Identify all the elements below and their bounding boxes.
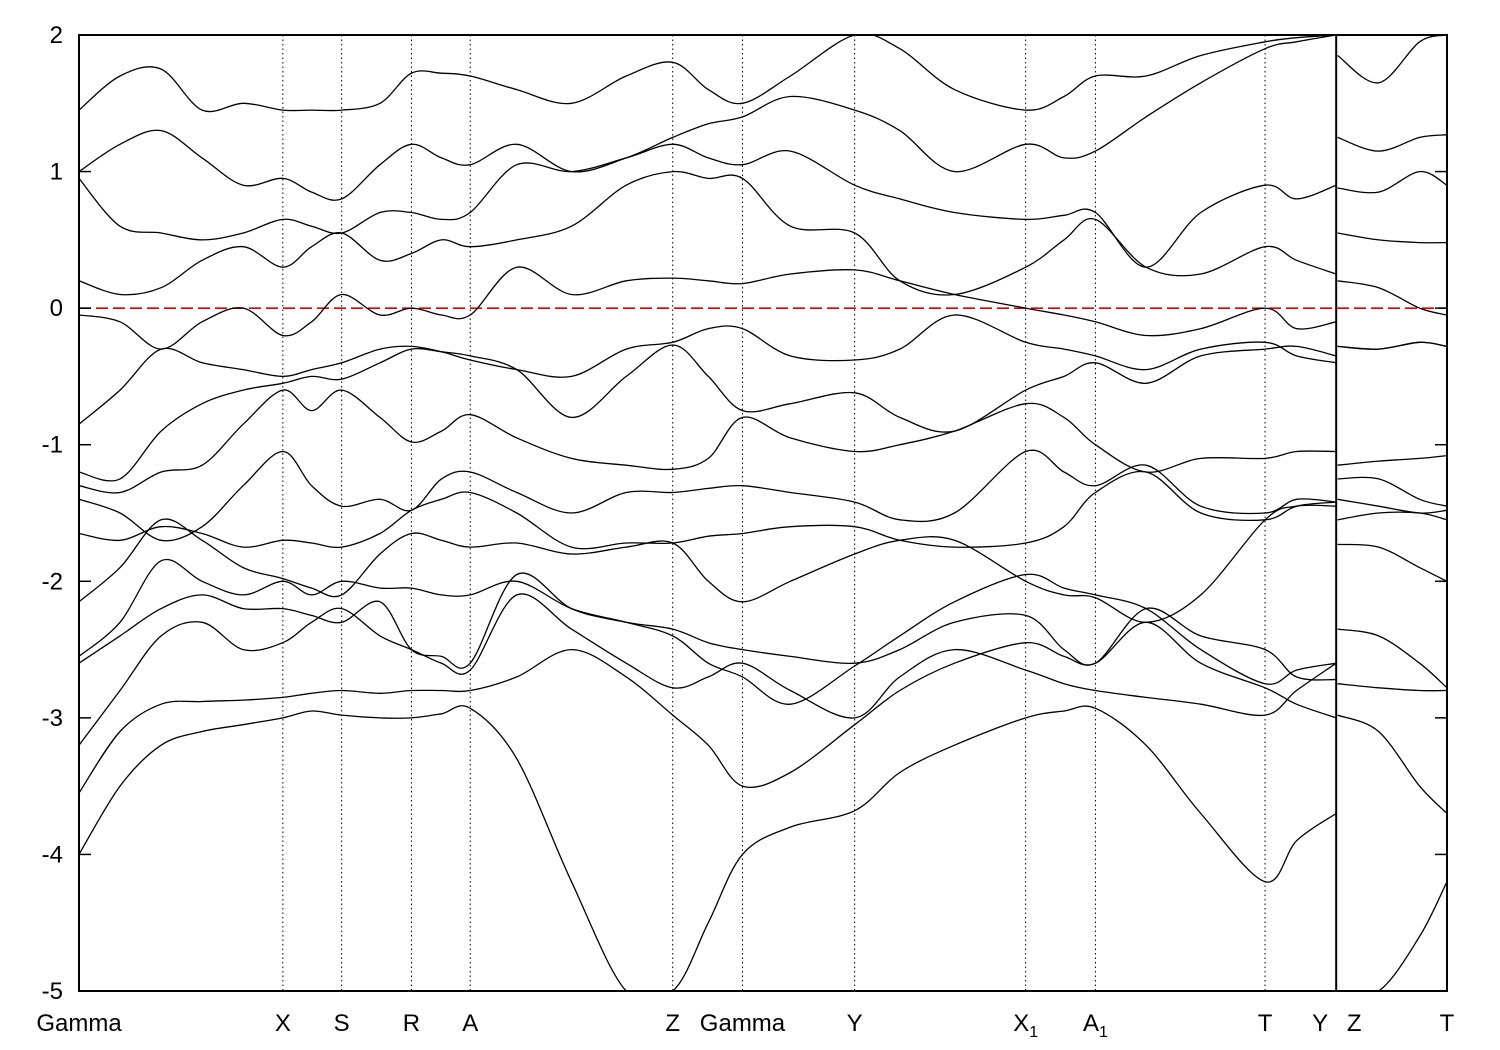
y-tick-label: -5 bbox=[42, 978, 63, 1005]
band-line bbox=[1337, 232, 1447, 244]
kpoint-label: X bbox=[275, 1010, 291, 1037]
band-line bbox=[1337, 35, 1447, 84]
kpoint-label: Y bbox=[847, 1010, 863, 1037]
kpoint-label: Gamma bbox=[36, 1010, 122, 1037]
kpoint-label: X1 bbox=[1013, 1010, 1038, 1041]
y-tick-label: 2 bbox=[50, 22, 63, 49]
kpoint-gridlines bbox=[282, 35, 1338, 991]
band-line bbox=[79, 35, 1337, 201]
y-tick-labels: 2 1 0 -1 -2 -3 -4 -5 bbox=[42, 22, 63, 1005]
y-tick-label: -2 bbox=[42, 568, 63, 595]
band-line bbox=[1337, 628, 1447, 689]
band-line bbox=[79, 621, 1337, 794]
y-tick-label: -4 bbox=[42, 841, 63, 868]
band-line bbox=[1337, 543, 1447, 582]
kpoint-label: Y bbox=[1312, 1010, 1328, 1037]
band-line bbox=[79, 266, 1337, 350]
band-line bbox=[79, 504, 1337, 623]
band-line bbox=[1337, 498, 1447, 514]
band-line bbox=[1337, 454, 1447, 466]
band-line bbox=[79, 389, 1337, 494]
band-line bbox=[79, 558, 1337, 705]
kpoint-label: S bbox=[334, 1010, 350, 1037]
band-line bbox=[1337, 683, 1447, 692]
band-lines bbox=[79, 35, 1447, 991]
band-line bbox=[79, 35, 1337, 113]
band-line bbox=[1337, 476, 1447, 507]
x-kpoint-labels: Gamma X S R A Z Gamma Y X1 A1 T Y Z T bbox=[36, 1010, 1454, 1041]
band-line bbox=[1337, 170, 1447, 194]
y-tick-label: -1 bbox=[42, 432, 63, 459]
band-line bbox=[1337, 511, 1447, 521]
band-line bbox=[1337, 714, 1447, 814]
band-line bbox=[1337, 280, 1447, 316]
band-line bbox=[79, 705, 1337, 991]
band-line bbox=[1337, 881, 1447, 991]
band-line bbox=[79, 593, 1337, 746]
kpoint-label: R bbox=[403, 1010, 420, 1037]
kpoint-label: T bbox=[1258, 1010, 1273, 1037]
y-tick-label: -3 bbox=[42, 705, 63, 732]
kpoint-label: A1 bbox=[1083, 1010, 1108, 1041]
kpoint-label: A bbox=[462, 1010, 478, 1037]
band-line bbox=[79, 314, 1337, 425]
band-line bbox=[79, 470, 1337, 550]
band-line bbox=[79, 449, 1337, 542]
kpoint-label: Gamma bbox=[700, 1010, 786, 1037]
band-line bbox=[1337, 134, 1447, 152]
band-line bbox=[79, 170, 1337, 296]
band-line bbox=[1337, 341, 1447, 350]
band-line bbox=[79, 572, 1337, 681]
y-tick-label: 0 bbox=[50, 295, 63, 322]
plot-frame bbox=[78, 34, 1448, 992]
band-line bbox=[79, 143, 1337, 268]
kpoint-label: Z bbox=[665, 1010, 680, 1037]
band-line bbox=[79, 344, 1337, 482]
axes bbox=[78, 34, 1448, 992]
y-tick-label: 1 bbox=[50, 159, 63, 186]
kpoint-label: Z bbox=[1347, 1010, 1362, 1037]
kpoint-label: T bbox=[1440, 1010, 1455, 1037]
